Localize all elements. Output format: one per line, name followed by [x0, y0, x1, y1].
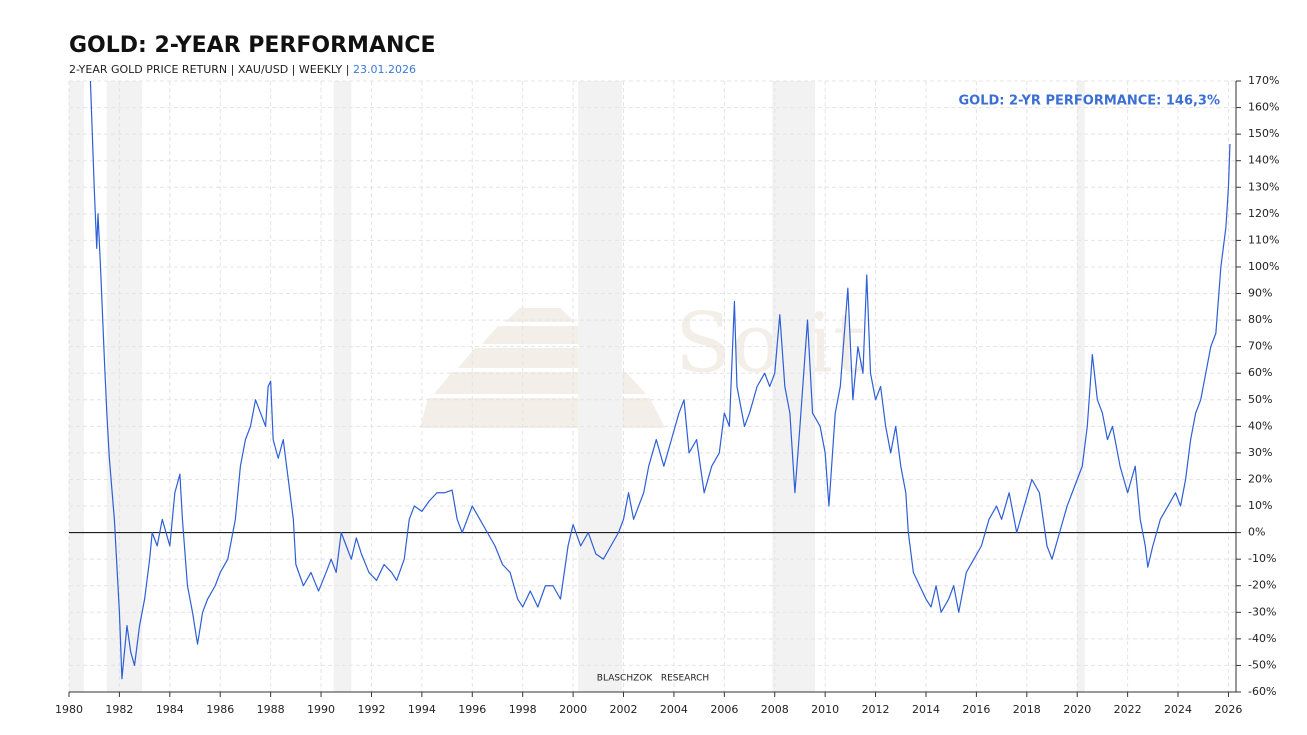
y-tick-label: -20% [1248, 579, 1276, 592]
y-tick-label: 0% [1248, 526, 1265, 539]
x-tick-label: 1990 [307, 703, 335, 716]
y-tick-label: 30% [1248, 446, 1272, 459]
watermark-text: Solit [675, 297, 866, 392]
data-line [89, 80, 1231, 680]
shaded-period [772, 81, 816, 692]
y-tick-label: -30% [1248, 605, 1276, 618]
y-tick-label: 90% [1248, 287, 1272, 300]
x-tick-label: 2026 [1214, 703, 1242, 716]
x-tick-label: 2000 [559, 703, 587, 716]
x-tick-label: 2018 [1013, 703, 1041, 716]
x-tick-label: 1994 [408, 703, 436, 716]
x-tick-label: 2022 [1114, 703, 1142, 716]
shaded-period [69, 81, 85, 692]
x-tick-label: 1998 [509, 703, 537, 716]
chart-subtitle: 2-YEAR GOLD PRICE RETURN | XAU/USD | WEE… [69, 63, 353, 76]
y-tick-label: 40% [1248, 419, 1272, 432]
y-tick-label: 140% [1248, 154, 1279, 167]
annotation: GOLD: 2-YR PERFORMANCE: 146,3% [958, 94, 1220, 109]
y-tick-label: 110% [1248, 233, 1279, 246]
y-tick-label: 20% [1248, 472, 1272, 485]
x-tick-label: 2014 [912, 703, 940, 716]
x-tick-label: 2020 [1063, 703, 1091, 716]
x-tick-label: 1996 [458, 703, 486, 716]
y-tick-label: 100% [1248, 260, 1279, 273]
x-tick-label: 1982 [105, 703, 133, 716]
x-tick-label: 2002 [610, 703, 638, 716]
y-tick-label: 160% [1248, 101, 1279, 114]
x-tick-label: 1984 [156, 703, 184, 716]
shaded-period [1077, 81, 1085, 692]
x-tick-label: 1980 [55, 703, 83, 716]
x-tick-label: 2004 [660, 703, 688, 716]
y-tick-label: 50% [1248, 393, 1272, 406]
shaded-period [578, 81, 623, 692]
shaded-period [106, 81, 143, 692]
y-tick-label: 10% [1248, 499, 1272, 512]
x-tick-label: 2016 [962, 703, 990, 716]
x-tick-label: 2008 [761, 703, 789, 716]
y-tick-label: 130% [1248, 180, 1279, 193]
x-tick-label: 1986 [206, 703, 234, 716]
y-tick-label: -10% [1248, 552, 1276, 565]
y-tick-label: -40% [1248, 632, 1276, 645]
x-tick-label: 2010 [811, 703, 839, 716]
x-tick-label: 1988 [257, 703, 285, 716]
y-tick-label: -60% [1248, 685, 1276, 698]
y-tick-label: 70% [1248, 340, 1272, 353]
source: BLASCHZOK RESEARCH [597, 674, 709, 684]
watermark-logo [420, 308, 665, 428]
x-tick-label: 1992 [357, 703, 385, 716]
x-tick-label: 2012 [862, 703, 890, 716]
x-tick-label: 2024 [1164, 703, 1192, 716]
y-tick-label: 60% [1248, 366, 1272, 379]
chart-title: GOLD: 2-YEAR PERFORMANCE [69, 33, 436, 58]
shaded-period [333, 81, 352, 692]
y-tick-label: -50% [1248, 658, 1276, 671]
y-tick-label: 120% [1248, 207, 1279, 220]
y-tick-label: 170% [1248, 74, 1279, 87]
chart-date: 23.01.2026 [353, 63, 416, 76]
x-tick-label: 2006 [710, 703, 738, 716]
y-tick-label: 80% [1248, 313, 1272, 326]
y-tick-label: 150% [1248, 127, 1279, 140]
